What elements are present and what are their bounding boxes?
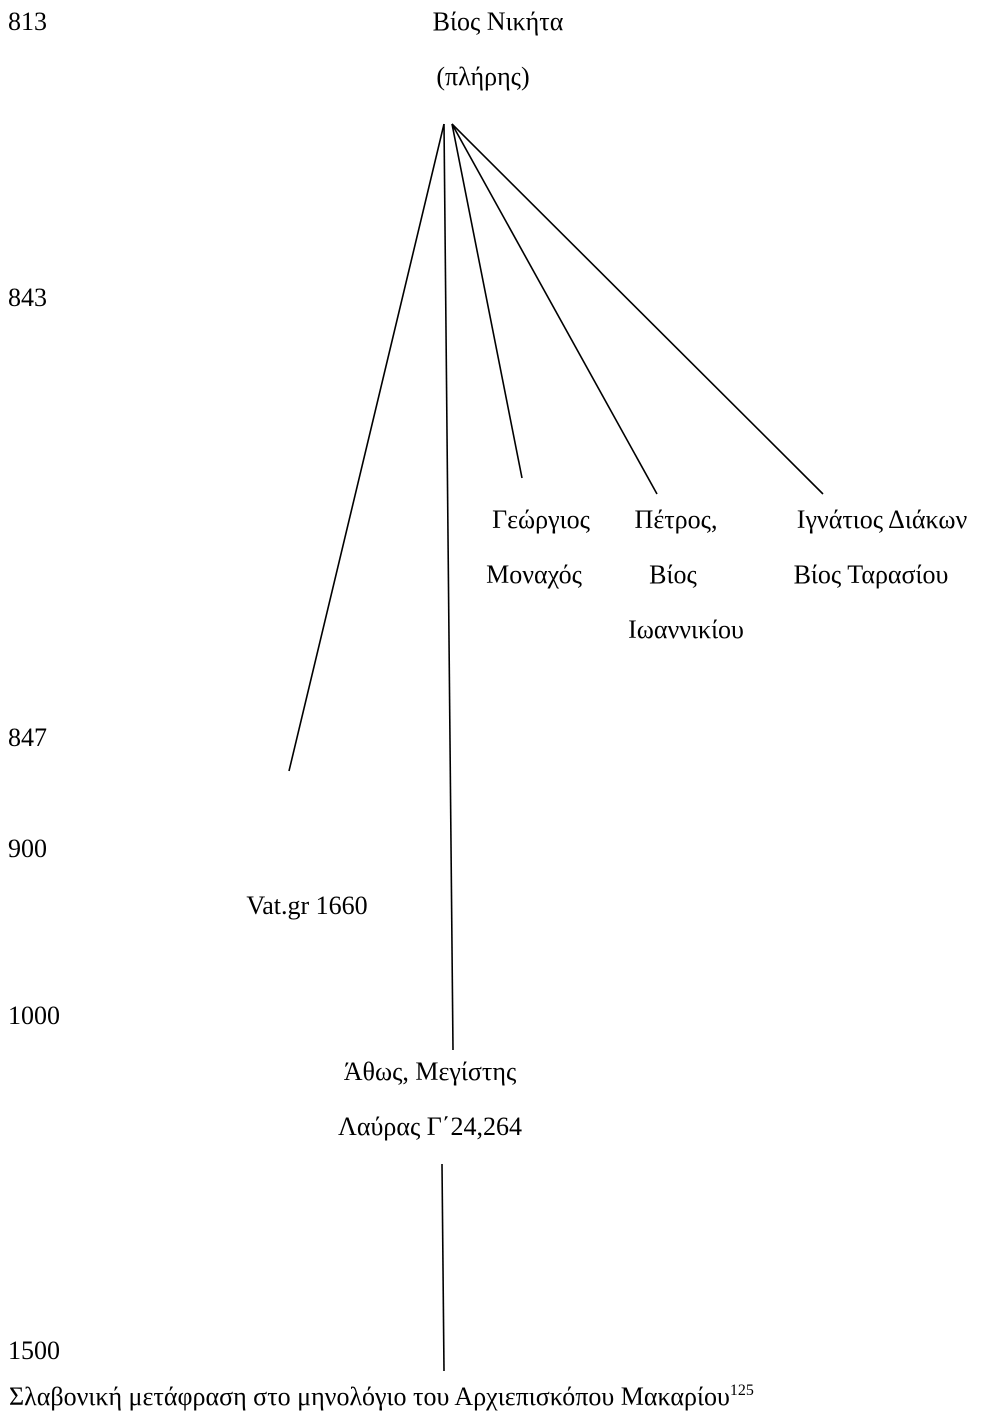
edge-root-to-georgios: [451, 123, 523, 479]
year-label-843: 843: [8, 283, 47, 312]
year-label-847: 847: [8, 723, 47, 752]
footnote-marker: 125: [729, 1382, 754, 1399]
athos-node-line2: Λαύρας Γ΄24,264: [338, 1112, 522, 1141]
slavonic-node-text: Σλαβονική μετάφραση στο μηνολόγιο του Αρ…: [9, 1382, 730, 1411]
edge-root-to-ignatios: [451, 123, 824, 495]
edge-root-to-petros: [451, 123, 658, 495]
petros-node-line2: Βίος: [649, 560, 697, 589]
year-label-813: 813: [8, 7, 47, 36]
year-label-900: 900: [8, 834, 47, 863]
year-label-1000: 1000: [8, 1001, 60, 1030]
ignatios-node-line1: Ιγνάτιος Διάκων: [796, 505, 968, 534]
root-node-title: Βίος Νικήτα: [432, 7, 564, 36]
petros-node-line3: Ιωαννικίου: [628, 615, 744, 644]
georgios-node-line2: Μοναχός: [486, 560, 582, 589]
slavonic-node: Σλαβονική μετάφραση στο μηνολόγιο του Αρ…: [9, 1382, 754, 1412]
year-label-1500: 1500: [8, 1336, 60, 1365]
petros-node-line1: Πέτρος,: [634, 505, 718, 534]
ignatios-node-line2: Βίος Ταρασίου: [793, 560, 949, 589]
athos-node-line1: Άθως, Μεγίστης: [343, 1057, 517, 1086]
edge-root-to-vat: [288, 123, 445, 772]
vat-node: Vat.gr 1660: [246, 891, 368, 920]
edge-root-to-athos: [443, 123, 454, 1051]
georgios-node-line1: Γεώργιος: [492, 505, 590, 534]
edge-athos-to-slavonic: [441, 1163, 445, 1372]
root-node-subtitle: (πλήρης): [436, 62, 530, 91]
